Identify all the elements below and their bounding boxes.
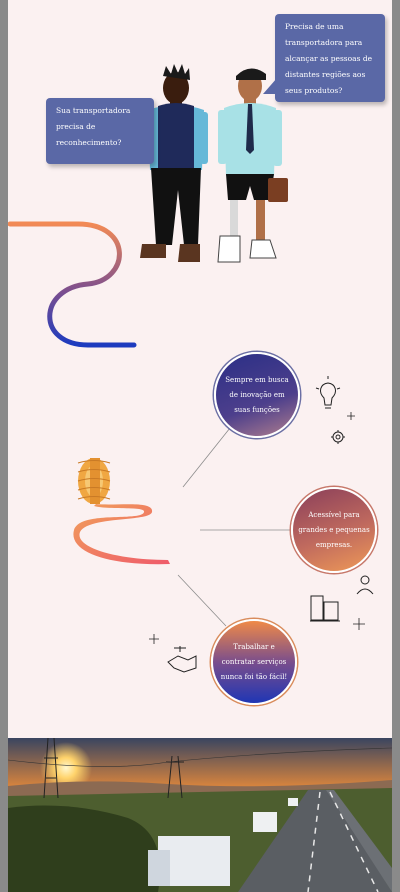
feature-circle-innovation: Sempre em busca de inovação em suas funç… — [214, 352, 300, 438]
people-illustration — [140, 64, 288, 263]
sparkle-icon — [149, 412, 365, 644]
speech-bubble-right: Precisa de uma transportadora para alcan… — [275, 14, 385, 102]
highway-photo — [8, 738, 392, 892]
feature-circle-accessible-text: Acessível para grandes e pequenas empres… — [298, 510, 370, 549]
speech-bubble-right-text: Precisa de uma transportadora para alcan… — [285, 22, 373, 95]
person-with-vest — [140, 64, 208, 262]
connector-line-1 — [182, 427, 231, 488]
handshake-icon — [167, 646, 197, 673]
tire-icon — [73, 458, 170, 565]
lightbulb-icon — [315, 376, 341, 409]
decorative-curves — [8, 221, 293, 627]
buildings-icon — [310, 595, 340, 622]
feature-circle-easy-text: Trabalhar e contratar serviços nunca foi… — [220, 642, 288, 681]
speech-bubble-left-text: Sua transportadora precisa de reconhecim… — [56, 106, 131, 147]
infographic-page: Sua transportadora precisa de reconhecim… — [8, 0, 392, 892]
businessman-icon — [356, 575, 374, 595]
feature-circle-easy: Trabalhar e contratar serviços nunca foi… — [211, 619, 297, 705]
highway-scene — [8, 738, 392, 892]
icons-layer — [149, 376, 374, 673]
feature-circle-accessible: Acessível para grandes e pequenas empres… — [291, 487, 377, 573]
s-curve-top — [8, 221, 137, 348]
feature-circle-innovation-text: Sempre em busca de inovação em suas funç… — [225, 375, 289, 414]
person-with-prosthetic-leg — [217, 68, 288, 263]
speech-bubble-right-tail — [263, 78, 277, 94]
gear-icon — [331, 430, 345, 444]
connector-line-3 — [177, 574, 227, 627]
speech-bubble-left-tail — [134, 100, 148, 114]
